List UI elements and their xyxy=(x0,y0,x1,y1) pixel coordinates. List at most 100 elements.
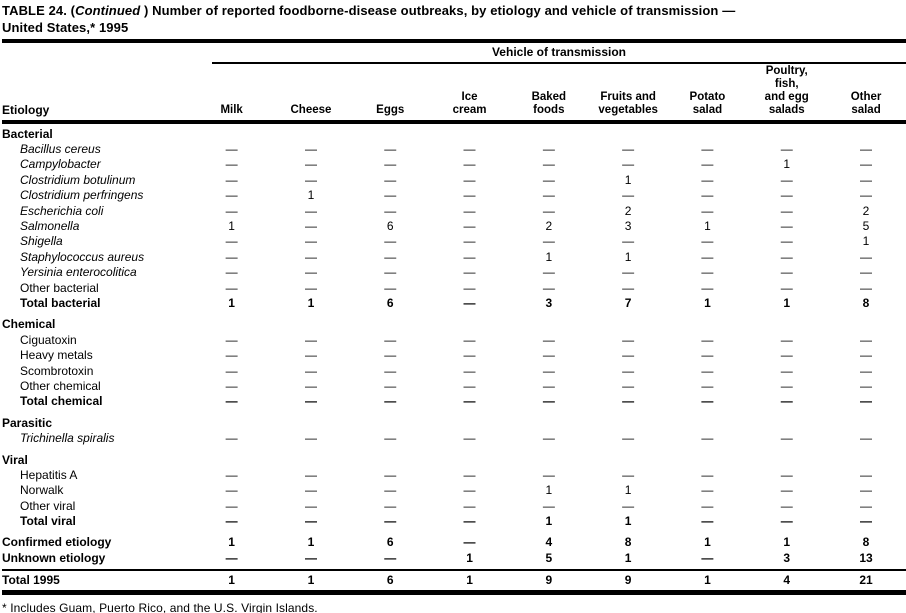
table-row: Campylobacter — — — — — — — 1 — xyxy=(2,157,906,172)
cell: 3 xyxy=(624,219,632,234)
cell: — xyxy=(780,498,793,513)
cell: 9 xyxy=(545,573,553,588)
cell: — xyxy=(542,142,555,157)
cell: — xyxy=(304,234,317,249)
cell: 1 xyxy=(624,483,632,498)
row-label: Total chemical xyxy=(20,394,103,409)
cell: — xyxy=(463,157,476,172)
cell: — xyxy=(225,378,238,393)
cell: — xyxy=(225,188,238,203)
cell: 1 xyxy=(862,234,870,249)
cell: — xyxy=(304,249,317,264)
cell: — xyxy=(384,363,397,378)
column-header-6: Fruits and vegetables xyxy=(598,91,658,116)
cell: — xyxy=(225,234,238,249)
cell: — xyxy=(701,157,714,172)
spanner-row: Vehicle of transmission xyxy=(2,45,906,64)
cell: — xyxy=(384,483,397,498)
cell: — xyxy=(225,172,238,187)
cell: — xyxy=(780,203,793,218)
cell: — xyxy=(860,467,873,482)
cell: 1 xyxy=(704,219,711,234)
cell: 1 xyxy=(704,295,711,310)
row-label: Total 1995 xyxy=(2,573,60,588)
cell: — xyxy=(780,249,793,264)
row-label: Norwalk xyxy=(20,483,64,498)
cell: — xyxy=(463,142,476,157)
row-label: Scombrotoxin xyxy=(20,363,94,378)
column-header-1: Milk xyxy=(220,104,243,116)
cell: — xyxy=(701,467,714,482)
cell: — xyxy=(780,142,793,157)
cell: 6 xyxy=(386,535,394,550)
cell: 1 xyxy=(624,514,632,529)
cell: — xyxy=(225,332,238,347)
table-row: Bacillus cereus — — — — — — — — — xyxy=(2,141,906,156)
cell: — xyxy=(780,172,793,187)
cell: — xyxy=(463,394,476,409)
cell: 4 xyxy=(783,573,791,588)
cell: — xyxy=(225,348,238,363)
cell: — xyxy=(304,378,317,393)
cell: 1 xyxy=(783,535,791,550)
cell: — xyxy=(463,172,476,187)
title-prefix: TABLE 24. ( xyxy=(2,3,76,18)
cell: — xyxy=(463,348,476,363)
cell: — xyxy=(463,514,476,529)
row-label: Clostridium perfringens xyxy=(20,188,144,203)
row-label: Other bacterial xyxy=(20,280,99,295)
cell: — xyxy=(701,394,714,409)
cell: — xyxy=(860,378,873,393)
cell: — xyxy=(780,467,793,482)
cell: — xyxy=(384,378,397,393)
column-header-7: Potato salad xyxy=(689,91,726,116)
cell: — xyxy=(225,498,238,513)
row-label: Hepatitis A xyxy=(20,467,78,482)
cell: — xyxy=(622,498,635,513)
row-label: Yersinia enterocolitica xyxy=(20,265,137,280)
cell: 8 xyxy=(624,535,632,550)
cell: 6 xyxy=(386,295,394,310)
cell: — xyxy=(780,280,793,295)
cell: 1 xyxy=(228,535,235,550)
row-label: Confirmed etiology xyxy=(2,535,112,550)
cell: — xyxy=(701,203,714,218)
cell: — xyxy=(860,265,873,280)
cell: — xyxy=(701,234,714,249)
table-row: Total bacterial 1 1 6—3 7 1 1 8 xyxy=(2,295,906,310)
cell: — xyxy=(622,363,635,378)
cell: 6 xyxy=(386,573,394,588)
cell: — xyxy=(304,363,317,378)
cell: — xyxy=(463,280,476,295)
cell: — xyxy=(622,265,635,280)
cell: — xyxy=(780,348,793,363)
cell: 1 xyxy=(624,172,632,187)
cell: — xyxy=(384,280,397,295)
cell: — xyxy=(860,249,873,264)
cell: — xyxy=(463,498,476,513)
cell: — xyxy=(542,498,555,513)
cell: — xyxy=(780,431,793,446)
footnote: * Includes Guam, Puerto Rico, and the U.… xyxy=(2,600,318,613)
cell: — xyxy=(225,394,238,409)
cell: — xyxy=(384,514,397,529)
cell: — xyxy=(304,514,317,529)
cell: — xyxy=(542,203,555,218)
cell: 8 xyxy=(862,295,870,310)
row-label: Unknown etiology xyxy=(2,550,106,565)
cell: — xyxy=(463,467,476,482)
cell: — xyxy=(701,332,714,347)
cell: — xyxy=(384,249,397,264)
row-label: Salmonella xyxy=(20,219,80,234)
cell: 5 xyxy=(862,219,870,234)
title-continued: Continued xyxy=(75,3,141,18)
cell: 2 xyxy=(624,203,632,218)
cell: 7 xyxy=(624,295,632,310)
cell: — xyxy=(701,188,714,203)
cell: — xyxy=(463,295,476,310)
cell: — xyxy=(542,188,555,203)
table-row: Bacterial xyxy=(2,126,906,141)
cell: — xyxy=(384,550,397,565)
row-label: Viral xyxy=(2,452,28,467)
